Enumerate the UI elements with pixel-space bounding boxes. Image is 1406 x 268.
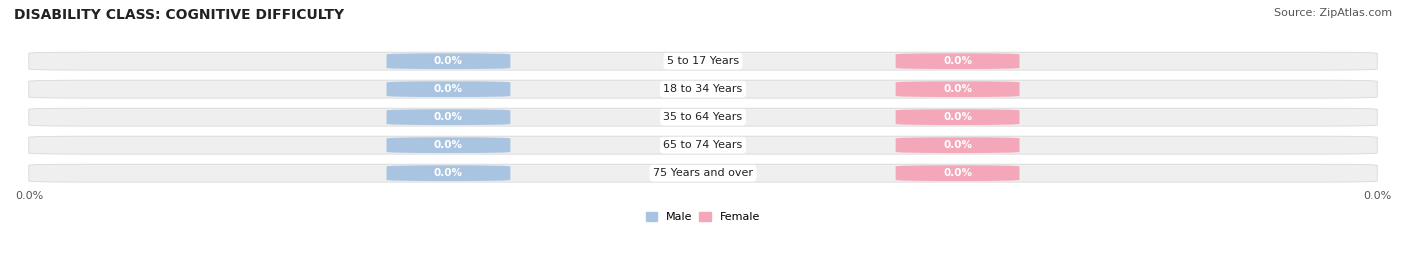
Text: 0.0%: 0.0% <box>1362 191 1391 201</box>
Text: 0.0%: 0.0% <box>434 140 463 150</box>
Text: Source: ZipAtlas.com: Source: ZipAtlas.com <box>1274 8 1392 18</box>
FancyBboxPatch shape <box>896 109 1019 125</box>
FancyBboxPatch shape <box>28 136 1378 154</box>
FancyBboxPatch shape <box>387 165 510 181</box>
FancyBboxPatch shape <box>896 137 1019 153</box>
Legend: Male, Female: Male, Female <box>641 207 765 226</box>
Text: 0.0%: 0.0% <box>943 84 972 94</box>
Text: 0.0%: 0.0% <box>943 140 972 150</box>
Text: 65 to 74 Years: 65 to 74 Years <box>664 140 742 150</box>
FancyBboxPatch shape <box>387 109 510 125</box>
FancyBboxPatch shape <box>896 53 1019 69</box>
Text: 0.0%: 0.0% <box>434 84 463 94</box>
Text: 0.0%: 0.0% <box>943 168 972 178</box>
FancyBboxPatch shape <box>28 80 1378 98</box>
FancyBboxPatch shape <box>896 165 1019 181</box>
Text: 35 to 64 Years: 35 to 64 Years <box>664 112 742 122</box>
Text: 0.0%: 0.0% <box>434 112 463 122</box>
Text: 0.0%: 0.0% <box>434 168 463 178</box>
Text: 0.0%: 0.0% <box>943 112 972 122</box>
Text: DISABILITY CLASS: COGNITIVE DIFFICULTY: DISABILITY CLASS: COGNITIVE DIFFICULTY <box>14 8 344 22</box>
FancyBboxPatch shape <box>28 164 1378 182</box>
FancyBboxPatch shape <box>387 137 510 153</box>
Text: 0.0%: 0.0% <box>434 56 463 66</box>
FancyBboxPatch shape <box>28 108 1378 126</box>
FancyBboxPatch shape <box>387 53 510 69</box>
Text: 18 to 34 Years: 18 to 34 Years <box>664 84 742 94</box>
Text: 5 to 17 Years: 5 to 17 Years <box>666 56 740 66</box>
FancyBboxPatch shape <box>28 52 1378 70</box>
Text: 0.0%: 0.0% <box>943 56 972 66</box>
Text: 75 Years and over: 75 Years and over <box>652 168 754 178</box>
FancyBboxPatch shape <box>387 81 510 97</box>
Text: 0.0%: 0.0% <box>15 191 44 201</box>
FancyBboxPatch shape <box>896 81 1019 97</box>
